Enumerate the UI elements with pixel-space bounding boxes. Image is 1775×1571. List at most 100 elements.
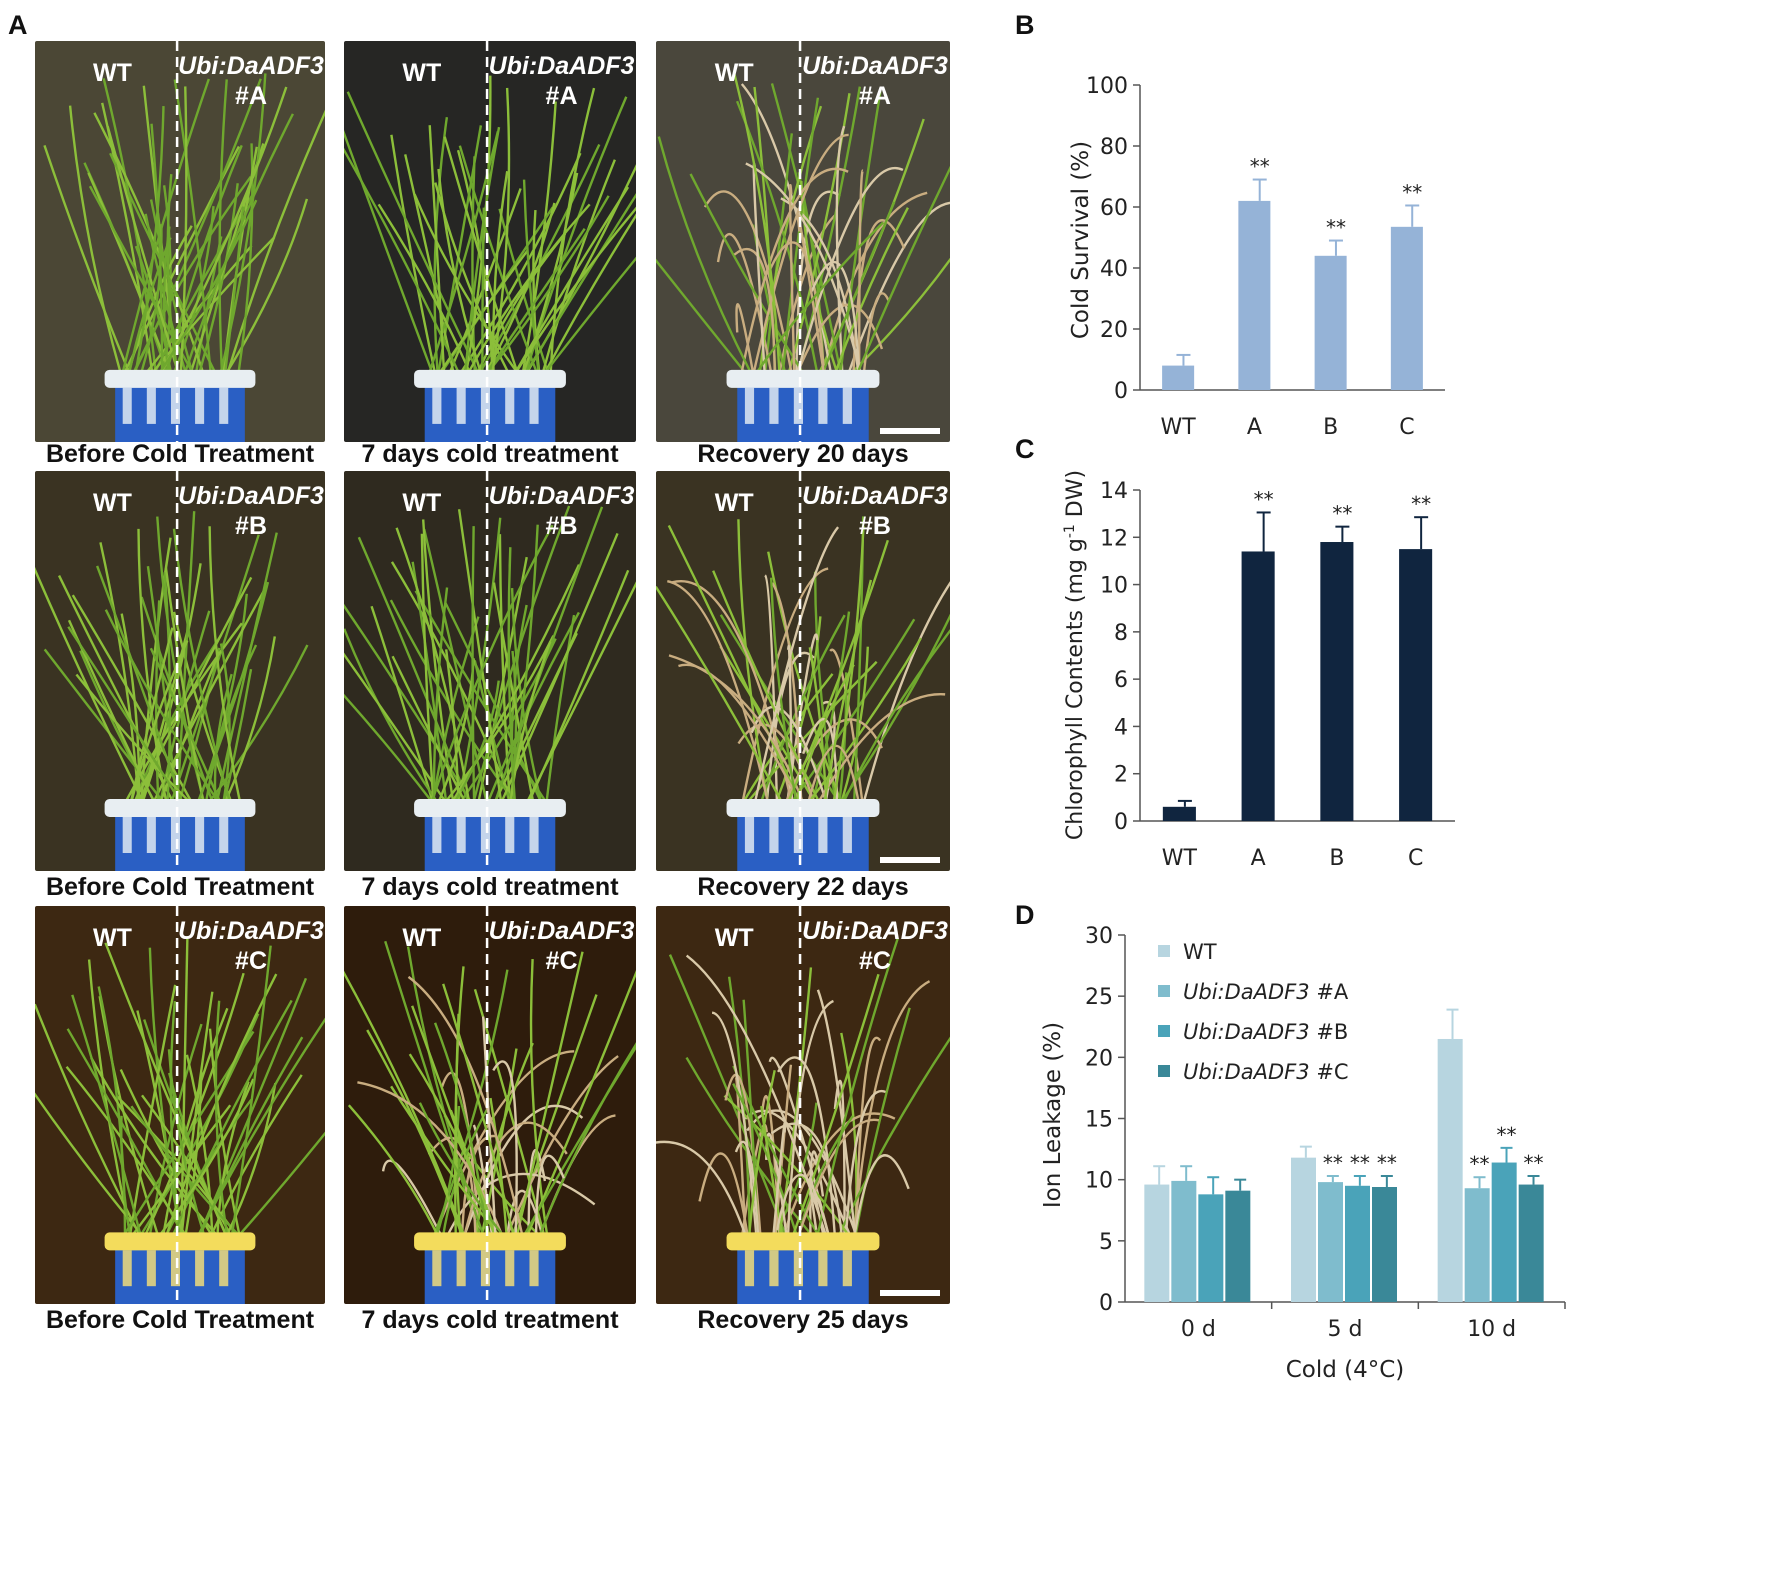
bar-0d-2 xyxy=(1198,1194,1224,1302)
construct-label: Ubi:DaADF3 xyxy=(802,482,948,510)
construct-label: Ubi:DaADF3 xyxy=(178,482,324,510)
y-tick-label: 12 xyxy=(1100,526,1128,551)
photo-caption: Before Cold Treatment xyxy=(45,440,315,468)
line-label: #C xyxy=(545,947,578,975)
plant-photo: WT Ubi:DaADF3 #C xyxy=(344,906,636,1304)
bar-B xyxy=(1314,255,1347,390)
y-tick-label: 60 xyxy=(1100,196,1128,221)
bar-10d-3 xyxy=(1518,1184,1544,1302)
line-label: #A xyxy=(859,82,891,110)
photo-label-transgenic: Ubi:DaADF3 #A xyxy=(487,51,636,111)
y-tick-label: 2 xyxy=(1114,763,1128,788)
bar-10d-2 xyxy=(1491,1162,1517,1302)
y-tick-label: 20 xyxy=(1085,1046,1113,1071)
construct-label: Ubi:DaADF3 xyxy=(802,917,948,945)
legend-label: Ubi:DaADF3 #A xyxy=(1183,980,1349,1004)
x-tick-label: B xyxy=(1329,846,1344,871)
bar-5d-2 xyxy=(1345,1185,1370,1302)
significance-mark: ** xyxy=(1250,155,1270,179)
bar-0d-1 xyxy=(1171,1180,1197,1302)
photo-caption: Before Cold Treatment xyxy=(45,873,315,901)
x-tick-label: 10 d xyxy=(1467,1317,1516,1342)
y-tick-label: 15 xyxy=(1085,1108,1113,1133)
scale-bar xyxy=(880,428,940,434)
significance-mark: ** xyxy=(1350,1151,1370,1175)
scale-bar xyxy=(880,857,940,863)
bar-A xyxy=(1238,200,1271,390)
chart-d-ion-leakage: 0 5 10 15 20 25 30 0 d ** ** ** 5 d ** ** ** 10 d Ion Le… xyxy=(1040,924,1566,1383)
line-label: #B xyxy=(545,512,578,540)
legend-swatch xyxy=(1158,945,1170,957)
photo-caption: 7 days cold treatment xyxy=(361,873,619,901)
y-tick-label: 0 xyxy=(1099,1291,1113,1316)
panel-label-d: D xyxy=(1015,900,1035,930)
bar-0d-3 xyxy=(1225,1190,1251,1302)
bar-WT xyxy=(1162,806,1196,821)
y-tick-label: 10 xyxy=(1100,574,1128,599)
bar-B xyxy=(1320,542,1354,821)
photo-caption: Recovery 25 days xyxy=(697,1306,909,1334)
significance-mark: ** xyxy=(1470,1152,1490,1176)
scale-bar xyxy=(880,1290,940,1296)
y-tick-label: 20 xyxy=(1100,318,1128,343)
legend-label: Ubi:DaADF3 #C xyxy=(1183,1060,1349,1084)
significance-mark: ** xyxy=(1332,502,1352,526)
significance-mark: ** xyxy=(1323,1151,1343,1175)
line-label: #A xyxy=(235,82,268,110)
photo-label-transgenic: Ubi:DaADF3 #C xyxy=(177,916,325,976)
line-label: #C xyxy=(235,947,268,975)
plant-photo: WT Ubi:DaADF3 #A xyxy=(344,41,636,442)
legend-swatch xyxy=(1158,1025,1170,1037)
bar-5d-1 xyxy=(1318,1182,1343,1302)
photo-caption: 7 days cold treatment xyxy=(361,440,619,468)
panel-label-c: C xyxy=(1015,434,1035,464)
construct-label: Ubi:DaADF3 xyxy=(178,917,324,945)
significance-mark: ** xyxy=(1326,216,1346,240)
x-tick-label: WT xyxy=(1162,846,1198,871)
y-tick-label: 4 xyxy=(1114,715,1128,740)
x-tick-label: A xyxy=(1251,846,1266,871)
bar-C xyxy=(1390,226,1423,390)
construct-label: Ubi:DaADF3 xyxy=(488,482,635,510)
y-tick-label: 6 xyxy=(1114,668,1128,693)
plant-photo: WT Ubi:DaADF3 #C xyxy=(35,906,325,1304)
photo-caption: Before Cold Treatment xyxy=(45,1306,315,1334)
photo-label-wt: WT xyxy=(93,924,132,952)
y-tick-label: 100 xyxy=(1086,74,1128,99)
chart-b-cold-survival: 0 20 40 60 80 100 WT ** A ** B ** C Cold Survival (%) xyxy=(1068,74,1445,440)
x-tick-label: B xyxy=(1323,415,1338,440)
construct-label: Ubi:DaADF3 xyxy=(802,52,948,80)
photo-caption: Recovery 20 days xyxy=(697,440,909,468)
legend-swatch xyxy=(1158,1065,1170,1077)
photo-label-wt: WT xyxy=(402,59,442,87)
plant-photo: WT Ubi:DaADF3 #B xyxy=(35,471,325,871)
bar-10d-0 xyxy=(1437,1038,1463,1302)
y-tick-label: 5 xyxy=(1099,1230,1113,1255)
bar-5d-0 xyxy=(1291,1157,1316,1302)
x-tick-label: C xyxy=(1399,415,1414,440)
y-tick-label: 0 xyxy=(1114,810,1128,835)
plant-photo: WT Ubi:DaADF3 #B xyxy=(344,471,636,871)
photo-label-wt: WT xyxy=(714,489,754,517)
y-tick-label: 14 xyxy=(1100,479,1128,504)
y-axis-label: Cold Survival (%) xyxy=(1068,141,1094,339)
photo-label-transgenic: Ubi:DaADF3 #C xyxy=(487,916,636,976)
y-tick-label: 30 xyxy=(1085,924,1113,949)
construct-label: Ubi:DaADF3 xyxy=(488,917,635,945)
photo-label-wt: WT xyxy=(402,924,442,952)
photo-caption: Recovery 22 days xyxy=(697,873,909,901)
plant-photo: WT Ubi:DaADF3 #C xyxy=(656,906,950,1304)
photo-label-wt: WT xyxy=(714,924,754,952)
photo-caption: 7 days cold treatment xyxy=(361,1306,619,1334)
photo-label-transgenic: Ubi:DaADF3 #A xyxy=(800,51,950,111)
construct-label: Ubi:DaADF3 xyxy=(488,52,635,80)
y-axis-label: Ion Leakage (%) xyxy=(1040,1022,1066,1208)
plant-photo: WT Ubi:DaADF3 #A xyxy=(656,41,950,442)
photo-label-transgenic: Ubi:DaADF3 #A xyxy=(177,51,325,111)
x-tick-label: WT xyxy=(1161,415,1197,440)
significance-mark: ** xyxy=(1524,1151,1544,1175)
legend-swatch xyxy=(1158,985,1170,997)
y-tick-label: 40 xyxy=(1100,257,1128,282)
y-tick-label: 80 xyxy=(1100,135,1128,160)
significance-mark: ** xyxy=(1377,1151,1397,1175)
